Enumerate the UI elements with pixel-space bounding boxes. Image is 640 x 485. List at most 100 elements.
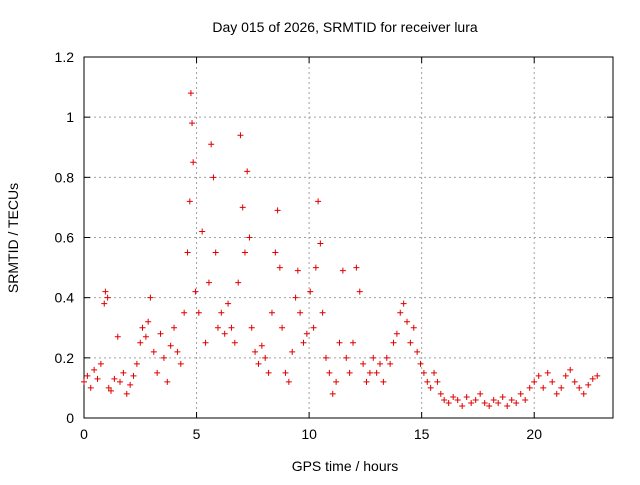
data-point xyxy=(346,369,353,376)
data-point xyxy=(210,174,217,181)
data-point xyxy=(150,348,157,355)
data-point xyxy=(282,369,289,376)
data-point xyxy=(294,267,301,274)
y-tick-label: 0 xyxy=(66,410,74,426)
data-point xyxy=(373,369,380,376)
data-point xyxy=(241,249,248,256)
data-point xyxy=(239,204,246,211)
data-point xyxy=(522,396,529,403)
y-tick-label: 0.4 xyxy=(55,290,75,306)
data-point xyxy=(81,378,87,385)
data-point xyxy=(576,384,583,391)
data-point xyxy=(445,399,452,406)
data-point xyxy=(336,339,343,346)
data-point xyxy=(133,360,140,367)
data-point xyxy=(459,402,466,409)
data-point xyxy=(454,396,461,403)
data-point xyxy=(567,366,574,373)
data-point xyxy=(441,396,448,403)
data-point xyxy=(252,348,259,355)
data-point xyxy=(167,342,174,349)
data-point xyxy=(317,240,324,247)
axis-ticks: 0 5 10 15 20 0 0.2 0.4 0.6 0.8 1 1.2 xyxy=(55,49,613,442)
data-point xyxy=(472,396,479,403)
data-point xyxy=(417,360,424,367)
data-point xyxy=(322,354,329,361)
data-point xyxy=(174,348,181,355)
data-point xyxy=(312,264,319,271)
data-point xyxy=(508,396,515,403)
data-point xyxy=(292,294,299,301)
data-point xyxy=(137,339,144,346)
data-point xyxy=(434,378,441,385)
data-point xyxy=(130,372,137,379)
data-point xyxy=(94,375,101,382)
data-point xyxy=(540,384,547,391)
data-point xyxy=(87,384,94,391)
data-point xyxy=(205,279,212,286)
data-point xyxy=(339,267,346,274)
data-point xyxy=(248,324,255,331)
data-point xyxy=(571,378,578,385)
data-point xyxy=(202,339,209,346)
x-tick-label: 20 xyxy=(526,426,542,442)
data-point xyxy=(517,390,524,397)
data-point xyxy=(526,384,533,391)
data-point xyxy=(258,342,265,349)
y-axis-label: SRMTID / TECUs xyxy=(5,183,21,293)
data-point xyxy=(147,294,154,301)
data-point xyxy=(303,330,310,337)
data-point xyxy=(404,318,411,325)
data-point xyxy=(585,381,592,388)
data-point xyxy=(562,372,569,379)
data-point xyxy=(400,300,407,307)
data-point xyxy=(262,354,269,361)
data-point xyxy=(310,324,317,331)
data-point xyxy=(390,339,397,346)
data-point xyxy=(184,249,191,256)
grid-lines xyxy=(84,57,613,418)
data-point xyxy=(160,354,167,361)
data-point xyxy=(594,372,601,379)
data-point xyxy=(535,372,542,379)
data-point xyxy=(108,387,115,394)
data-point xyxy=(495,399,502,406)
data-point xyxy=(353,264,360,271)
data-point xyxy=(231,339,238,346)
data-point xyxy=(164,378,171,385)
data-point xyxy=(212,249,219,256)
data-point xyxy=(117,378,124,385)
data-point xyxy=(208,141,215,148)
data-point xyxy=(420,369,427,376)
data-point xyxy=(265,369,272,376)
data-point xyxy=(279,324,286,331)
y-tick-label: 0.2 xyxy=(55,350,75,366)
data-point xyxy=(326,369,333,376)
data-point xyxy=(244,168,251,175)
data-point xyxy=(192,288,199,295)
data-point xyxy=(504,402,511,409)
data-point xyxy=(123,390,130,397)
y-tick-label: 1 xyxy=(66,109,74,125)
data-point xyxy=(370,354,377,361)
data-point xyxy=(329,390,336,397)
data-point xyxy=(127,381,134,388)
data-point xyxy=(397,309,404,316)
data-point xyxy=(377,360,384,367)
data-point xyxy=(186,198,193,205)
data-point xyxy=(431,369,438,376)
data-point xyxy=(450,393,457,400)
data-point xyxy=(101,300,108,307)
data-point xyxy=(285,378,292,385)
data-point xyxy=(237,132,244,139)
data-point xyxy=(333,378,340,385)
data-point xyxy=(276,264,283,271)
data-point xyxy=(142,333,149,340)
data-point xyxy=(410,324,417,331)
y-tick-label: 0.6 xyxy=(55,230,75,246)
data-points xyxy=(81,90,601,409)
data-point xyxy=(97,360,104,367)
data-point xyxy=(195,309,202,316)
data-point xyxy=(319,309,326,316)
